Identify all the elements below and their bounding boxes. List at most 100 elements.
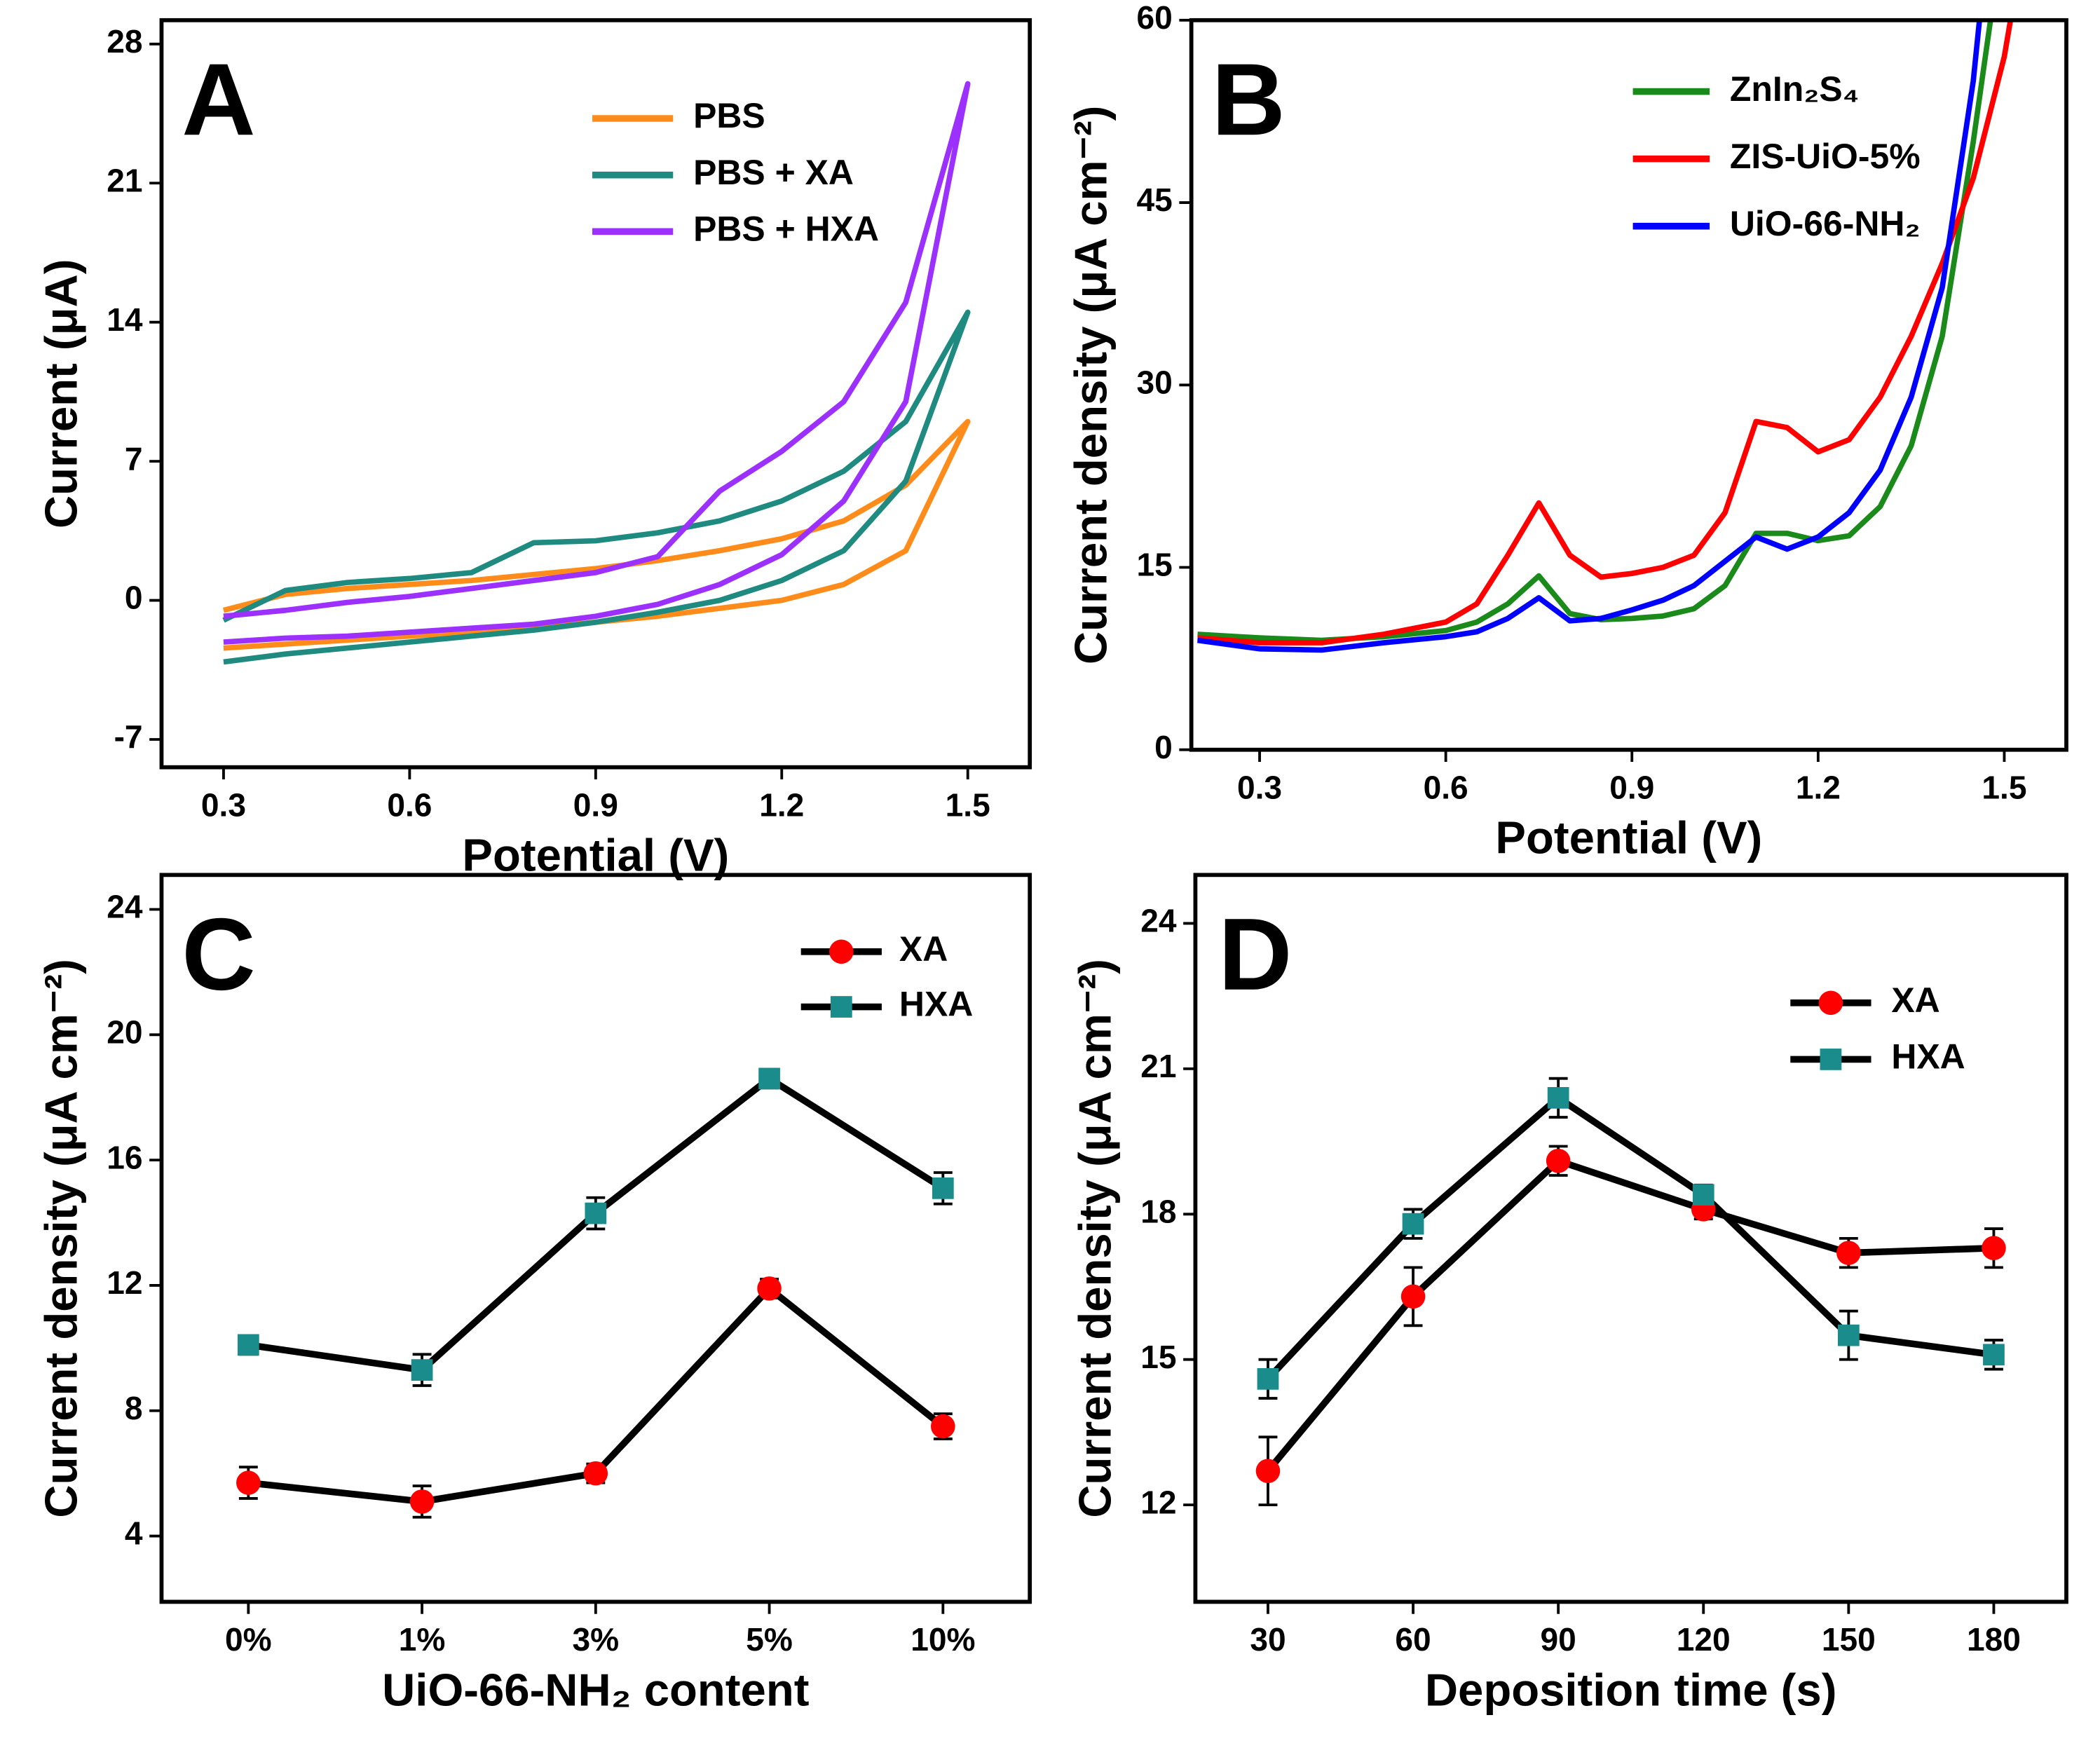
legend-label: PBS (693, 96, 765, 135)
x-tick-label: 5% (746, 1621, 793, 1658)
data-point (1400, 1284, 1426, 1309)
y-tick-label: 24 (107, 889, 143, 925)
y-axis-title: Current density (μA cm⁻²) (1065, 106, 1117, 664)
data-point (1547, 1087, 1569, 1109)
x-tick-label: 1.2 (1796, 770, 1841, 806)
y-tick-label: -7 (114, 718, 143, 755)
y-axis-title: Current density (μA cm⁻²) (35, 959, 86, 1517)
y-tick-label: 15 (1140, 1339, 1176, 1375)
data-point (1546, 1148, 1571, 1173)
data-point (236, 1470, 261, 1495)
y-tick-label: 7 (125, 440, 143, 477)
series-line (222, 418, 971, 651)
x-tick-label: 60 (1395, 1621, 1431, 1658)
series-line (1265, 1094, 1995, 1381)
data-point (931, 1414, 955, 1439)
data-point (1982, 1236, 2006, 1260)
y-tick-label: 28 (107, 23, 142, 60)
data-point (1983, 1344, 2005, 1366)
legend-label: UiO-66-NH₂ (1730, 204, 1921, 243)
legend-label: PBS + XA (693, 153, 854, 192)
x-tick-label: 0.6 (387, 786, 432, 823)
panel-label: B (1211, 42, 1285, 156)
plot-area (1258, 1077, 2003, 1507)
x-tick-label: 1% (399, 1621, 446, 1658)
y-tick-label: 12 (1140, 1484, 1176, 1520)
y-tick-label: 4 (125, 1515, 143, 1552)
legend-label: HXA (1891, 1037, 1965, 1077)
x-tick-label: 120 (1677, 1621, 1731, 1658)
legend-label: ZnIn₂S₄ (1730, 69, 1860, 109)
x-tick-label: 0% (225, 1621, 272, 1658)
legend-marker (1818, 990, 1843, 1016)
plot-area (238, 1067, 953, 1519)
legend-label: ZIS-UiO-5% (1730, 137, 1921, 176)
y-tick-label: 45 (1137, 182, 1173, 218)
y-tick-label: 18 (1140, 1193, 1176, 1229)
y-tick-label: 15 (1137, 547, 1173, 583)
y-tick-label: 12 (107, 1264, 142, 1301)
plot-frame (1193, 873, 2068, 1604)
x-tick-label: 0.3 (201, 786, 246, 823)
x-tick-label: 0.9 (573, 786, 618, 823)
data-point (1836, 1241, 1861, 1265)
x-axis-title: Potential (V) (1495, 812, 1762, 863)
data-point (932, 1177, 954, 1199)
legend-marker (829, 939, 854, 964)
x-tick-label: 1.2 (759, 786, 804, 823)
series-line (1197, 20, 1993, 643)
data-point (409, 1489, 435, 1514)
y-tick-label: 8 (125, 1390, 143, 1426)
legend-label: PBS + HXA (693, 210, 879, 249)
y-tick-label: 16 (107, 1139, 142, 1175)
data-point (585, 1202, 607, 1224)
legend-label: HXA (899, 985, 973, 1024)
y-tick-label: 21 (1140, 1048, 1176, 1084)
legend-label: XA (1891, 981, 1939, 1020)
y-tick-label: 24 (1140, 903, 1177, 939)
x-tick-label: 150 (1822, 1621, 1876, 1658)
plot-area (222, 81, 971, 665)
panel-label: A (182, 42, 255, 156)
series-line (1196, 20, 1982, 653)
panel-label: D (1218, 897, 1292, 1011)
x-tick-label: 0.3 (1237, 770, 1282, 806)
y-tick-label: 0 (125, 580, 143, 616)
data-point (757, 1276, 782, 1301)
panel-label: C (182, 897, 255, 1011)
x-axis-title: Deposition time (s) (1425, 1664, 1837, 1715)
series-line (222, 309, 971, 665)
series-line (1197, 20, 2014, 646)
data-point (1255, 1459, 1281, 1484)
data-point (411, 1359, 433, 1381)
x-tick-label: 90 (1541, 1621, 1576, 1658)
data-point (758, 1067, 780, 1090)
series-line (1265, 1157, 1994, 1473)
plot-area (1196, 20, 2014, 653)
legend-marker (1820, 1049, 1842, 1070)
data-point (1257, 1368, 1279, 1390)
y-axis-title: Current (μA) (35, 259, 86, 528)
data-point (583, 1461, 608, 1486)
x-tick-label: 0.6 (1424, 770, 1468, 806)
x-tick-label: 1.5 (1982, 770, 2026, 806)
x-tick-label: 30 (1250, 1621, 1286, 1658)
y-tick-label: 14 (107, 301, 143, 338)
x-tick-label: 1.5 (946, 786, 990, 823)
data-point (1692, 1184, 1714, 1206)
y-tick-label: 20 (107, 1013, 142, 1050)
x-tick-label: 3% (573, 1621, 620, 1658)
y-tick-label: 60 (1137, 0, 1173, 36)
plot-frame (159, 873, 1032, 1604)
x-axis-title: UiO-66-NH₂ content (382, 1664, 809, 1715)
y-tick-label: 30 (1137, 364, 1173, 400)
x-axis-title: Potential (V) (462, 830, 729, 881)
y-tick-label: 21 (107, 162, 142, 198)
x-tick-label: 180 (1967, 1621, 2021, 1658)
data-point (237, 1334, 259, 1356)
legend-marker (830, 996, 852, 1018)
plot-frame (1189, 18, 2068, 752)
plot-frame (159, 18, 1032, 770)
series-line (223, 81, 971, 645)
